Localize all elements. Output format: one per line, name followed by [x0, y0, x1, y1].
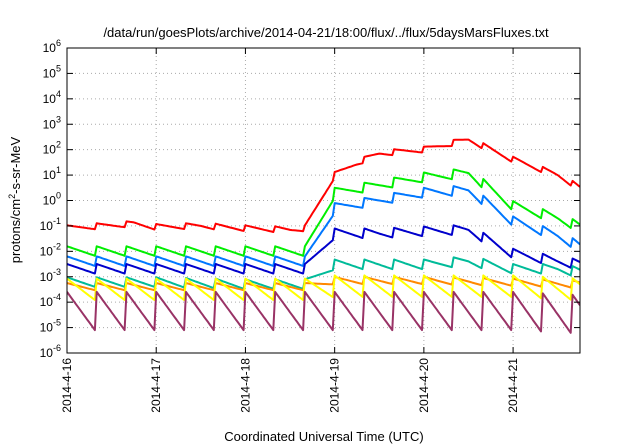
y-tick-label: 10-4 [40, 292, 61, 309]
chart-title: /data/run/goesPlots/archive/2014-04-21/1… [103, 25, 549, 40]
y-tick-exponent: -2 [53, 241, 61, 251]
x-tick-label: 2014-4-18 [238, 358, 252, 413]
series-line-2 [67, 168, 580, 257]
series-line-3 [67, 185, 580, 267]
y-tick-base: 10 [40, 321, 54, 335]
y-tick-label: 10-3 [40, 267, 61, 284]
y-tick-base: 10 [43, 168, 57, 182]
x-axis-label: Coordinated Universal Time (UTC) [224, 429, 423, 444]
y-axis-label: protons/cm2-s-sr-MeV [7, 136, 23, 263]
plot-area [67, 138, 580, 334]
y-tick-base: 10 [40, 295, 54, 309]
y-tick-label: 10-6 [40, 343, 61, 360]
y-axis-label-superscript: 2 [7, 194, 17, 199]
y-tick-exponent: 2 [56, 140, 61, 150]
y-axis-ticks: 10-610-510-410-310-210-11001011021031041… [40, 38, 580, 360]
y-tick-base: 10 [43, 143, 57, 157]
y-tick-base: 10 [43, 41, 57, 55]
y-tick-base: 10 [43, 92, 57, 106]
y-tick-base: 10 [40, 219, 54, 233]
x-axis-ticks: 2014-4-16 2014-4-17 2014-4-18 2014-4-19 2014… [60, 48, 520, 413]
y-tick-label: 100 [43, 191, 61, 208]
y-tick-exponent: 1 [56, 165, 61, 175]
y-tick-exponent: 6 [56, 38, 61, 48]
series-line-6 [67, 275, 580, 292]
x-tick-label: 2014-4-19 [328, 358, 342, 413]
y-tick-base: 10 [43, 117, 57, 131]
y-tick-exponent: 3 [56, 114, 61, 124]
y-tick-exponent: -6 [53, 343, 61, 353]
y-tick-exponent: -4 [53, 292, 61, 302]
y-tick-label: 106 [43, 38, 61, 55]
y-tick-exponent: -3 [53, 267, 61, 277]
x-tick-label: 2014-4-17 [149, 358, 163, 413]
series-line-1 [67, 138, 580, 233]
y-tick-label: 10-2 [40, 241, 61, 258]
y-axis-label-rest: -s-sr-MeV [8, 136, 23, 193]
y-tick-label: 104 [43, 89, 61, 106]
y-tick-label: 10-5 [40, 318, 61, 335]
series-line-8 [67, 290, 580, 334]
y-tick-exponent: 0 [56, 191, 61, 201]
y-tick-base: 10 [43, 194, 57, 208]
y-tick-label: 101 [43, 165, 61, 182]
y-tick-label: 102 [43, 140, 61, 157]
y-tick-exponent: 5 [56, 63, 61, 73]
y-tick-label: 103 [43, 114, 61, 131]
y-tick-base: 10 [40, 244, 54, 258]
y-tick-exponent: 4 [56, 89, 61, 99]
y-tick-base: 10 [43, 66, 57, 80]
y-tick-base: 10 [40, 270, 54, 284]
y-tick-exponent: -1 [53, 216, 61, 226]
y-tick-label: 105 [43, 63, 61, 80]
series-line-5 [67, 256, 580, 290]
series-line-4 [67, 224, 580, 275]
y-tick-base: 10 [40, 346, 54, 360]
x-tick-label: 2014-4-16 [60, 358, 74, 413]
x-tick-label: 2014-4-20 [417, 358, 431, 413]
y-tick-label: 10-1 [40, 216, 61, 233]
y-tick-exponent: -5 [53, 318, 61, 328]
series-line-7 [67, 274, 580, 301]
series-lines [67, 138, 580, 334]
x-tick-label: 2014-4-21 [506, 358, 520, 413]
y-axis-label-main: protons/cm [8, 199, 23, 263]
